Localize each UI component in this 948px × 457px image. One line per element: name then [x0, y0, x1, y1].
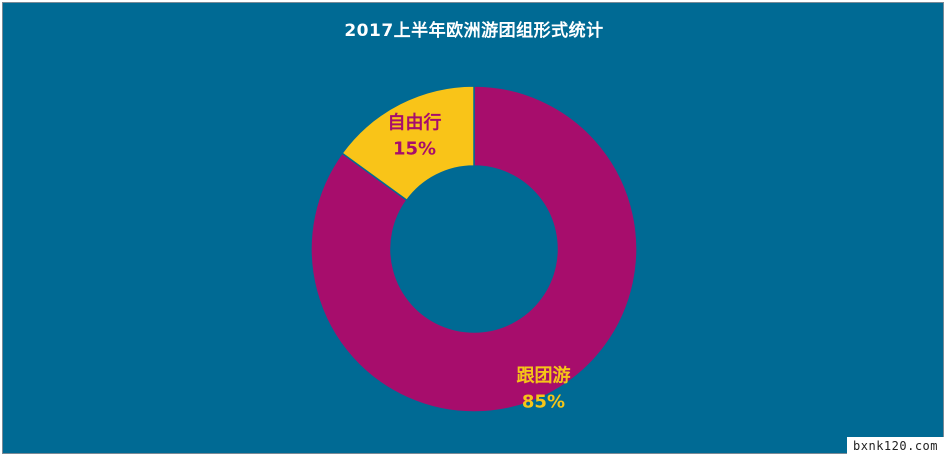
slice-value-0: 85% [522, 391, 565, 412]
slice-label-0: 跟团游 [516, 364, 570, 386]
slice-0 [310, 85, 638, 413]
donut-chart: 跟团游 85% 自由行 15% [310, 85, 638, 413]
slice-label-1: 自由行 [388, 111, 442, 133]
watermark: bxnk120.com [847, 437, 944, 455]
chart-title: 2017上半年欧洲游团组形式统计 [344, 21, 604, 41]
slice-value-1: 15% [393, 138, 436, 159]
slice-1 [341, 85, 475, 202]
